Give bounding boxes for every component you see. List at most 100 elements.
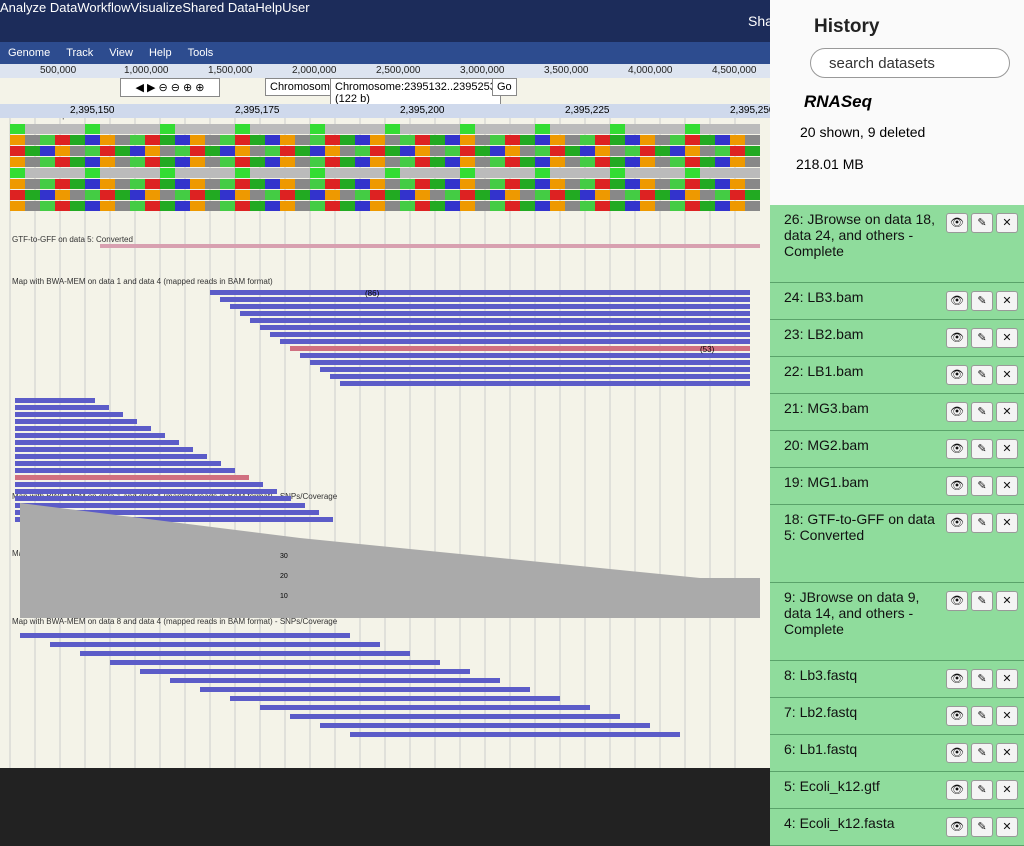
history-item[interactable]: 8: Lb3.fastq 👁 ✎ ✕ [770, 661, 1024, 698]
nav-item[interactable]: Visualize [130, 0, 183, 15]
menu-item[interactable]: Help [148, 47, 172, 59]
delete-icon[interactable]: ✕ [996, 439, 1018, 459]
history-item[interactable]: 22: LB1.bam 👁 ✎ ✕ [770, 357, 1024, 394]
history-item-title[interactable]: 18: GTF-to-GFF on data 5: Converted [784, 511, 935, 543]
view-icon[interactable]: 👁 [946, 669, 968, 689]
delete-icon[interactable]: ✕ [996, 213, 1018, 233]
history-item-title[interactable]: 5: Ecoli_k12.gtf [784, 778, 880, 794]
history-item[interactable]: 4: Ecoli_k12.fasta 👁 ✎ ✕ [770, 809, 1024, 846]
chromosome-select[interactable]: Chromosome [265, 78, 342, 96]
delete-icon[interactable]: ✕ [996, 669, 1018, 689]
history-item[interactable]: 7: Lb2.fastq 👁 ✎ ✕ [770, 698, 1024, 735]
edit-icon[interactable]: ✎ [971, 669, 993, 689]
sequence-cell [520, 179, 535, 189]
edit-icon[interactable]: ✎ [971, 476, 993, 496]
history-item-title[interactable]: 9: JBrowse on data 9, data 14, and other… [784, 589, 920, 637]
sequence-cell [415, 135, 430, 145]
edit-icon[interactable]: ✎ [971, 291, 993, 311]
view-icon[interactable]: 👁 [946, 328, 968, 348]
delete-icon[interactable]: ✕ [996, 780, 1018, 800]
view-icon[interactable]: 👁 [946, 591, 968, 611]
delete-icon[interactable]: ✕ [996, 291, 1018, 311]
sequence-cell [520, 135, 535, 145]
nav-buttons[interactable]: ◀ ▶ ⊖ ⊖ ⊕ ⊕ [120, 78, 220, 97]
location-input[interactable]: Chromosome:2395132..2395253 (122 b) [330, 78, 501, 108]
edit-icon[interactable]: ✎ [971, 780, 993, 800]
sequence-cell [430, 135, 445, 145]
edit-icon[interactable]: ✎ [971, 817, 993, 837]
nav-item[interactable]: Workflow [77, 0, 131, 15]
view-icon[interactable]: 👁 [946, 513, 968, 533]
history-item-title[interactable]: 4: Ecoli_k12.fasta [784, 815, 895, 831]
read [290, 346, 750, 351]
view-icon[interactable]: 👁 [946, 213, 968, 233]
history-item-title[interactable]: 26: JBrowse on data 18, data 24, and oth… [784, 211, 935, 259]
history-item-title[interactable]: 19: MG1.bam [784, 474, 869, 490]
read [20, 633, 350, 638]
edit-icon[interactable]: ✎ [971, 328, 993, 348]
sequence-cell [205, 179, 220, 189]
delete-icon[interactable]: ✕ [996, 706, 1018, 726]
sequence-cell [640, 157, 655, 167]
history-item[interactable]: 21: MG3.bam 👁 ✎ ✕ [770, 394, 1024, 431]
delete-icon[interactable]: ✕ [996, 328, 1018, 348]
history-item[interactable]: 5: Ecoli_k12.gtf 👁 ✎ ✕ [770, 772, 1024, 809]
view-icon[interactable]: 👁 [946, 365, 968, 385]
view-icon[interactable]: 👁 [946, 476, 968, 496]
edit-icon[interactable]: ✎ [971, 365, 993, 385]
history-item[interactable]: 24: LB3.bam 👁 ✎ ✕ [770, 283, 1024, 320]
go-button[interactable]: Go [492, 78, 517, 96]
search-box[interactable]: search datasets [810, 48, 1010, 78]
menu-item[interactable]: Track [66, 47, 94, 59]
history-item-title[interactable]: 22: LB1.bam [784, 363, 864, 379]
view-icon[interactable]: 👁 [946, 402, 968, 422]
delete-icon[interactable]: ✕ [996, 365, 1018, 385]
nav-item[interactable]: Help [255, 0, 283, 15]
edit-icon[interactable]: ✎ [971, 402, 993, 422]
delete-icon[interactable]: ✕ [996, 476, 1018, 496]
history-item-title[interactable]: 23: LB2.bam [784, 326, 864, 342]
menu-item[interactable]: Genome [8, 47, 51, 59]
sequence-cell [160, 135, 175, 145]
nav-item[interactable]: Analyze Data [0, 0, 78, 15]
history-item[interactable]: 23: LB2.bam 👁 ✎ ✕ [770, 320, 1024, 357]
delete-icon[interactable]: ✕ [996, 817, 1018, 837]
menu-item[interactable]: Tools [187, 47, 214, 59]
history-item[interactable]: 19: MG1.bam 👁 ✎ ✕ [770, 468, 1024, 505]
history-item[interactable]: 26: JBrowse on data 18, data 24, and oth… [770, 205, 1024, 283]
sequence-cell [520, 157, 535, 167]
edit-icon[interactable]: ✎ [971, 439, 993, 459]
edit-icon[interactable]: ✎ [971, 591, 993, 611]
view-icon[interactable]: 👁 [946, 439, 968, 459]
view-icon[interactable]: 👁 [946, 780, 968, 800]
delete-icon[interactable]: ✕ [996, 513, 1018, 533]
sequence-cell [55, 190, 70, 200]
history-item-title[interactable]: 6: Lb1.fastq [784, 741, 858, 757]
view-icon[interactable]: 👁 [946, 743, 968, 763]
sequence-cell [250, 201, 265, 211]
edit-icon[interactable]: ✎ [971, 513, 993, 533]
edit-icon[interactable]: ✎ [971, 743, 993, 763]
nav-item[interactable]: Shared Data [182, 0, 256, 15]
view-icon[interactable]: 👁 [946, 817, 968, 837]
history-item[interactable]: 18: GTF-to-GFF on data 5: Converted 👁 ✎ ✕ [770, 505, 1024, 583]
view-icon[interactable]: 👁 [946, 706, 968, 726]
history-item[interactable]: 9: JBrowse on data 9, data 14, and other… [770, 583, 1024, 661]
history-item-title[interactable]: 21: MG3.bam [784, 400, 869, 416]
history-item-title[interactable]: 8: Lb3.fastq [784, 667, 858, 683]
delete-icon[interactable]: ✕ [996, 743, 1018, 763]
edit-icon[interactable]: ✎ [971, 706, 993, 726]
history-item[interactable]: 6: Lb1.fastq 👁 ✎ ✕ [770, 735, 1024, 772]
sequence-cell [745, 168, 760, 178]
delete-icon[interactable]: ✕ [996, 402, 1018, 422]
view-icon[interactable]: 👁 [946, 291, 968, 311]
history-item-title[interactable]: 24: LB3.bam [784, 289, 864, 305]
delete-icon[interactable]: ✕ [996, 591, 1018, 611]
history-item-title[interactable]: 7: Lb2.fastq [784, 704, 858, 720]
menu-item[interactable]: View [109, 47, 133, 59]
edit-icon[interactable]: ✎ [971, 213, 993, 233]
nav-item[interactable]: User [282, 0, 310, 15]
history-item[interactable]: 20: MG2.bam 👁 ✎ ✕ [770, 431, 1024, 468]
history-item-title[interactable]: 20: MG2.bam [784, 437, 869, 453]
sequence-cell [730, 168, 745, 178]
